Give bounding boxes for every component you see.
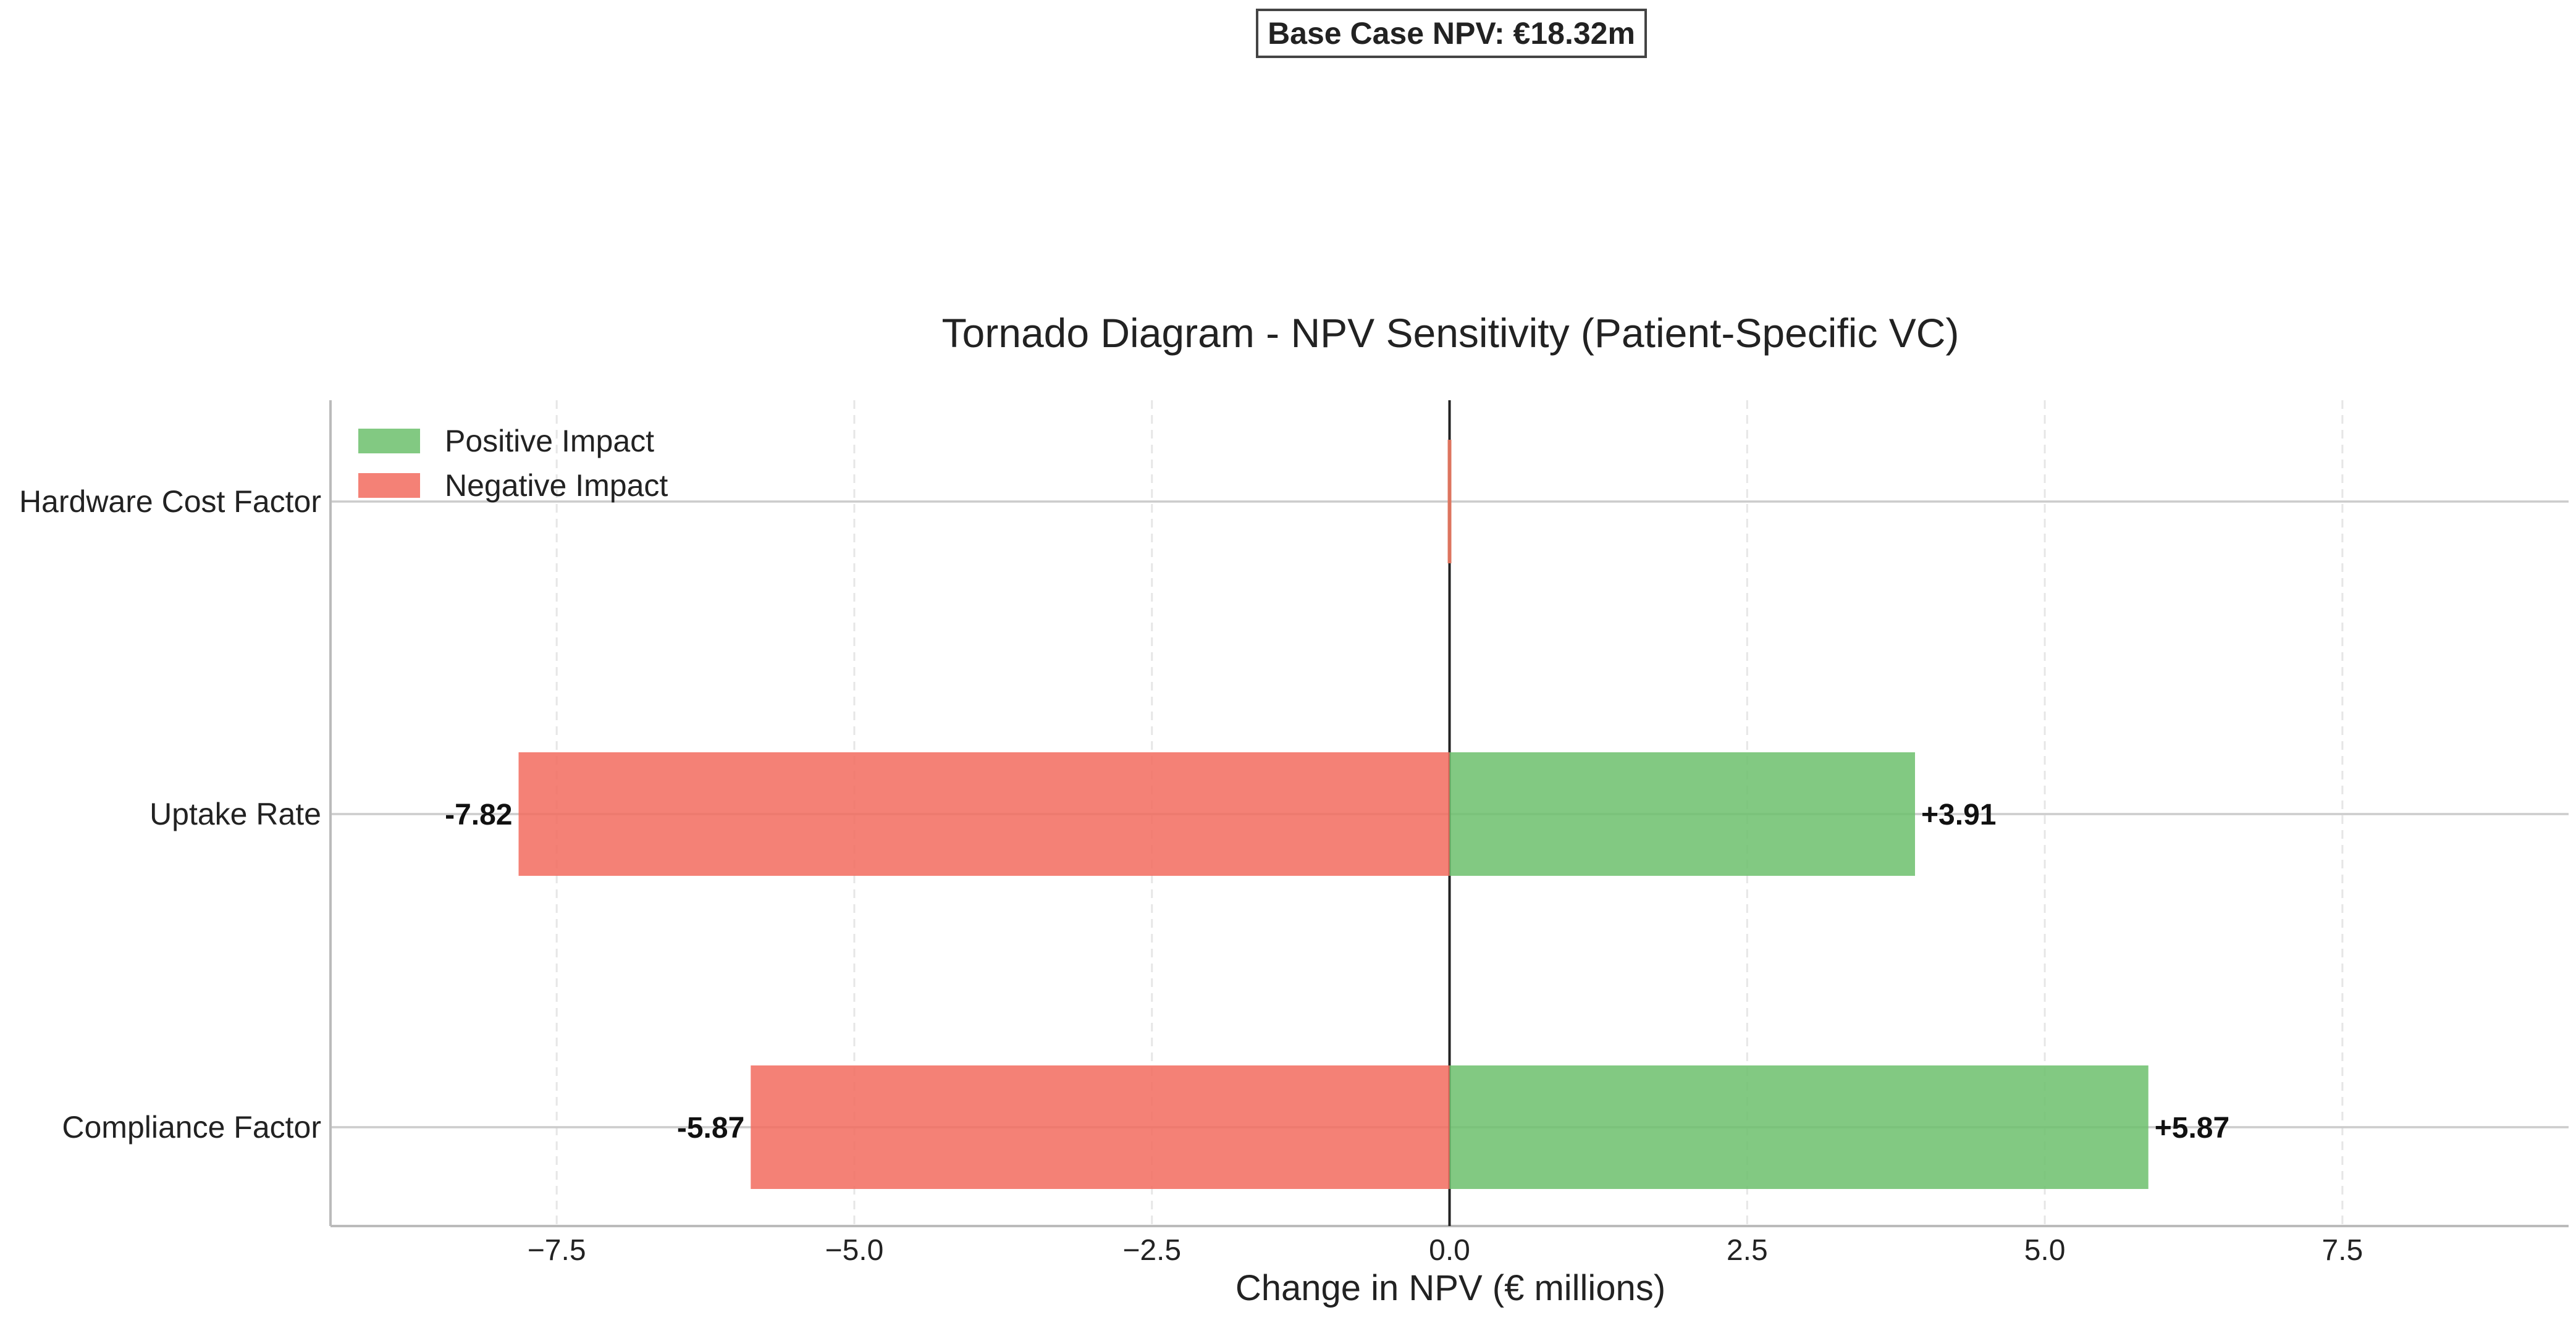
- legend-label: Positive Impact: [445, 424, 654, 458]
- x-tick-label: 0.0: [1429, 1234, 1470, 1267]
- legend-swatch: [358, 429, 420, 453]
- chart-title: Tornado Diagram - NPV Sensitivity (Patie…: [942, 310, 1959, 356]
- x-tick-label: −7.5: [528, 1234, 586, 1267]
- y-tick-label: Compliance Factor: [62, 1110, 321, 1144]
- bar: [1449, 1065, 2149, 1189]
- x-tick-label: 5.0: [2024, 1234, 2066, 1267]
- data-label: -7.82: [445, 799, 512, 831]
- base-case-npv-box: Base Case NPV: €18.32m: [1256, 9, 1647, 58]
- legend-label: Negative Impact: [445, 468, 668, 503]
- bar: [518, 752, 1450, 876]
- data-label: +5.87: [2155, 1112, 2229, 1144]
- x-tick-label: −2.5: [1122, 1234, 1181, 1267]
- x-tick-label: 2.5: [1727, 1234, 1768, 1267]
- y-tick-label: Hardware Cost Factor: [19, 484, 321, 519]
- bar: [751, 1065, 1450, 1189]
- y-tick-label: Uptake Rate: [149, 797, 321, 831]
- x-tick-label: 7.5: [2321, 1234, 2363, 1267]
- x-axis-label: Change in NPV (€ millions): [1235, 1268, 1665, 1308]
- bar: [1449, 752, 1916, 876]
- data-label: -5.87: [677, 1112, 744, 1144]
- bar: [1447, 440, 1452, 563]
- data-label: +3.91: [1921, 799, 1996, 831]
- x-tick-label: −5.0: [825, 1234, 884, 1267]
- legend-swatch: [358, 473, 420, 498]
